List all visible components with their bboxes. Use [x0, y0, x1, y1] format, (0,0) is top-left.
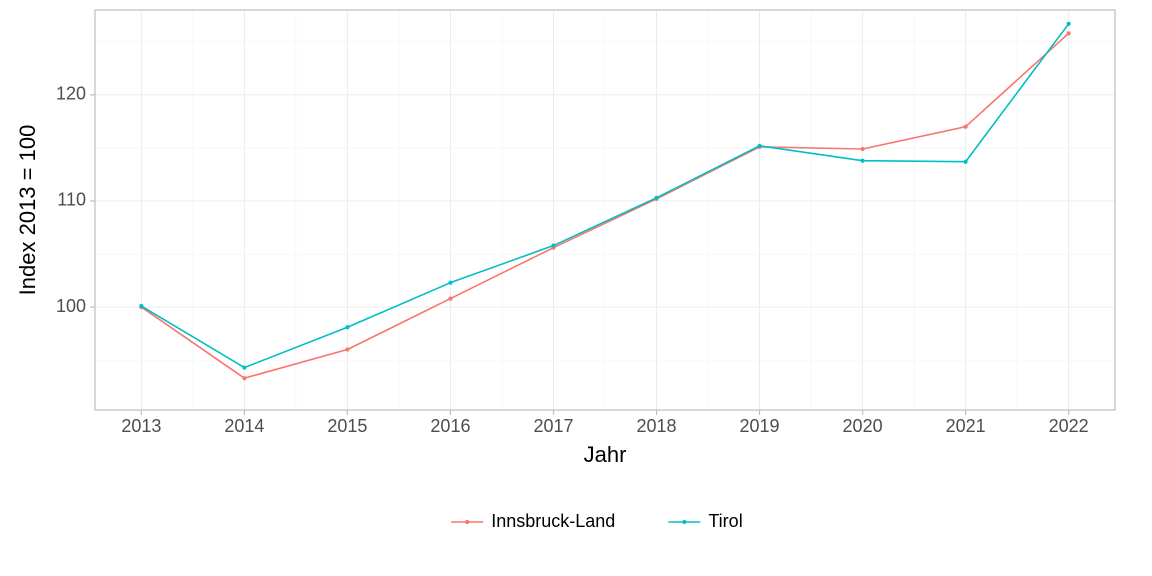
x-tick-label: 2019	[740, 416, 780, 436]
series-point-1-9	[1067, 22, 1071, 26]
chart-container: 100 110 120 2013 2014 2015 2016 2017 2018 2019 202…	[0, 0, 1152, 576]
x-tick-label: 2021	[946, 416, 986, 436]
series-point-1-5	[654, 196, 658, 200]
y-tick-label: 100	[56, 296, 86, 316]
x-tick-label: 2015	[327, 416, 367, 436]
series-point-0-2	[345, 347, 349, 351]
series-point-0-1	[242, 376, 246, 380]
x-tick-label: 2016	[430, 416, 470, 436]
series-point-0-7	[860, 147, 864, 151]
series-point-1-1	[242, 365, 246, 369]
series-point-1-7	[860, 159, 864, 163]
series-point-0-8	[964, 125, 968, 129]
series-point-1-8	[964, 160, 968, 164]
x-tick-label: 2017	[533, 416, 573, 436]
series-point-0-9	[1067, 31, 1071, 35]
series-point-1-3	[448, 281, 452, 285]
x-axis-title: Jahr	[584, 442, 627, 467]
series-point-1-6	[757, 144, 761, 148]
series-point-1-2	[345, 325, 349, 329]
y-axis-title: Index 2013 = 100	[15, 125, 40, 296]
x-tick-label: 2020	[843, 416, 883, 436]
y-tick-label: 120	[56, 84, 86, 104]
legend-label-0: Innsbruck-Land	[491, 511, 615, 531]
x-tick-label: 2018	[636, 416, 676, 436]
line-chart: 100 110 120 2013 2014 2015 2016 2017 2018 2019 202…	[0, 0, 1152, 576]
x-tick-label: 2013	[121, 416, 161, 436]
series-point-1-4	[551, 243, 555, 247]
x-tick-label: 2022	[1049, 416, 1089, 436]
legend-label-1: Tirol	[708, 511, 742, 531]
x-tick-label: 2014	[224, 416, 264, 436]
y-tick-label: 110	[57, 190, 86, 210]
series-point-0-3	[448, 296, 452, 300]
series-point-1-0	[139, 304, 143, 308]
